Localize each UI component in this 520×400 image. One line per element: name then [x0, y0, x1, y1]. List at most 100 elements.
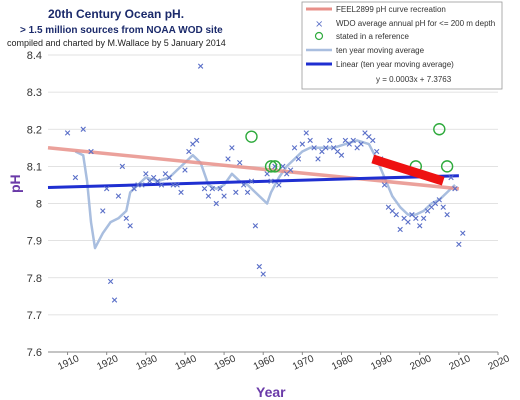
data-point [323, 145, 329, 151]
data-point [104, 185, 110, 192]
data-point [444, 211, 450, 218]
data-point [307, 137, 313, 144]
data-point [197, 63, 204, 69]
data-point [170, 182, 176, 188]
data-point [260, 271, 266, 277]
legend: FEEL2899 pH curve recreation × WDO avera… [301, 1, 503, 90]
data-point [358, 141, 364, 147]
data-point [381, 182, 388, 188]
data-point [338, 152, 345, 158]
data-point [244, 189, 251, 196]
data-point [240, 182, 247, 188]
chart-title: 20th Century Ocean pH. [48, 7, 184, 21]
data-point [64, 130, 71, 136]
data-point [186, 148, 192, 155]
y-tick-label: 7.6 [27, 347, 42, 359]
data-point [194, 137, 200, 144]
legend-label-moving-average: ten year moving average [336, 46, 425, 55]
data-point [452, 185, 458, 192]
x-axis-label: Year [256, 384, 286, 400]
y-tick-label: 8 [36, 199, 42, 211]
data-point [127, 223, 133, 229]
legend-box [301, 1, 503, 90]
y-tick-label: 8.1 [27, 161, 42, 173]
data-point [397, 226, 403, 233]
chart-subtitle: > 1.5 million sources from NOAA WOD site [20, 25, 223, 36]
legend-label-reference: stated in a reference [336, 32, 409, 41]
highlight-segment [371, 154, 445, 186]
data-point [268, 178, 274, 184]
data-point [393, 211, 399, 218]
legend-swatch-reference [314, 31, 324, 41]
trendline-equation: y = 0.0003x + 7.3763 [376, 75, 452, 84]
linear-trend-line [47, 174, 459, 189]
data-point [158, 182, 165, 188]
feel-curve-line [47, 146, 460, 191]
data-point [182, 167, 188, 173]
legend-label-feel: FEEL2899 pH curve recreation [336, 5, 446, 14]
legend-label-linear: Linear (ten year moving average) [336, 60, 454, 69]
data-point [413, 215, 419, 222]
data-point [209, 185, 216, 192]
data-point [417, 223, 423, 229]
data-point [248, 178, 255, 184]
data-point [456, 241, 462, 248]
legend-swatch-wdo: × [315, 19, 323, 30]
data-point [256, 263, 262, 270]
data-point [166, 174, 172, 181]
data-point [327, 137, 333, 144]
y-tick-label: 8.3 [27, 87, 42, 99]
data-point [350, 137, 356, 144]
moving-average-line [74, 139, 456, 250]
data-point [233, 189, 239, 196]
data-point [374, 148, 380, 155]
data-point [123, 215, 129, 222]
data-point [252, 223, 259, 229]
reference-point [268, 160, 282, 173]
legend-label-wdo: WDO average annual pH for <= 200 m depth [336, 19, 495, 28]
data-point [370, 137, 376, 144]
data-point [405, 219, 411, 225]
data-point [221, 193, 227, 199]
data-point [213, 200, 219, 207]
data-point [135, 182, 141, 188]
reference-point [245, 130, 258, 143]
data-point [143, 171, 149, 177]
data-point [436, 197, 442, 203]
data-point [88, 148, 94, 155]
data-point [448, 174, 454, 181]
data-point [139, 182, 145, 188]
series-layer [47, 63, 466, 303]
y-tick-label: 8.2 [27, 124, 42, 136]
data-point [225, 156, 231, 162]
data-point [311, 145, 317, 151]
data-point [299, 141, 306, 147]
data-point [205, 193, 212, 199]
data-point [291, 145, 298, 151]
y-tick-label: 7.7 [27, 310, 42, 322]
data-point [264, 171, 270, 177]
data-point [119, 163, 126, 170]
y-tick-label: 7.9 [27, 236, 42, 248]
data-point [115, 193, 122, 199]
data-point [201, 185, 208, 192]
reference-point [264, 160, 278, 173]
data-point [100, 208, 106, 214]
reference-point [440, 160, 454, 173]
reference-point [433, 123, 446, 136]
data-point [276, 182, 282, 188]
data-point [280, 163, 286, 170]
data-point [72, 174, 79, 181]
data-point [111, 297, 118, 303]
y-axis-label: pH [7, 174, 23, 193]
data-point [440, 204, 446, 210]
y-tick-label: 7.8 [27, 273, 42, 285]
data-point [460, 230, 466, 236]
data-point [217, 185, 223, 192]
data-point [303, 130, 309, 136]
data-point [229, 145, 235, 151]
data-point [295, 156, 302, 162]
data-point [237, 159, 243, 166]
data-point [315, 156, 321, 162]
